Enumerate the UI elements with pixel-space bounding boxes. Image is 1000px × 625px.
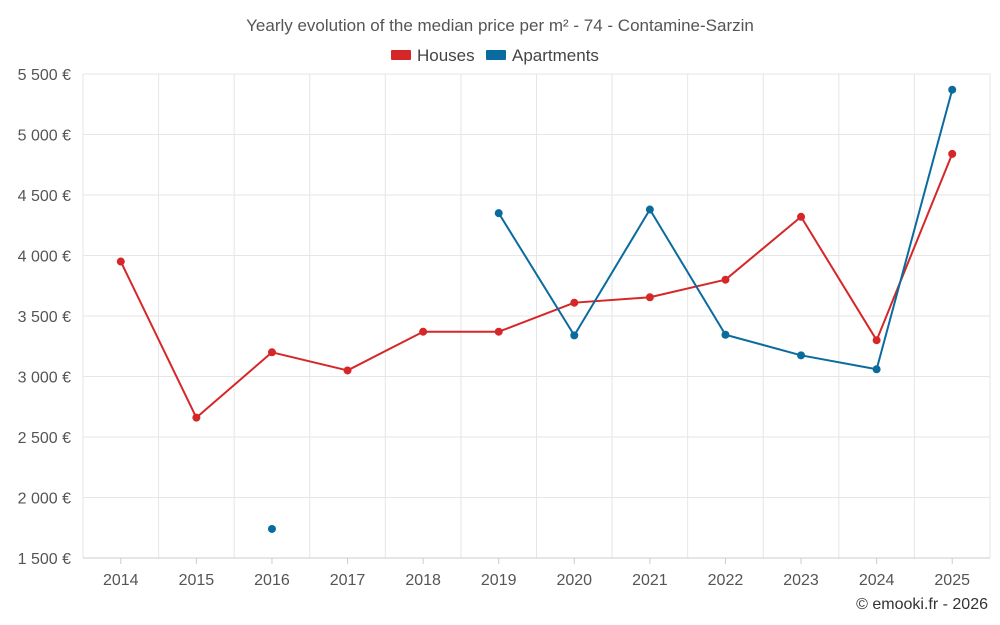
grid (82, 73, 991, 559)
data-point-houses-2014[interactable] (116, 257, 125, 266)
x-tick-label: 2014 (103, 572, 139, 589)
x-tick-label: 2020 (556, 572, 592, 589)
series-line-houses (119, 153, 954, 419)
data-point-apartments-2020[interactable] (570, 331, 579, 340)
legend-swatch-apartments (486, 50, 506, 60)
y-tick-label: 4 500 € (18, 188, 71, 205)
data-point-apartments-2025[interactable] (948, 85, 957, 94)
credit-text: © emooki.fr - 2026 (856, 596, 988, 613)
data-point-apartments-2019[interactable] (494, 209, 503, 218)
series-houses (116, 149, 957, 422)
legend-item-houses[interactable]: Houses (391, 46, 475, 65)
data-point-houses-2015[interactable] (192, 413, 201, 422)
data-point-apartments-2016[interactable] (267, 524, 276, 533)
data-point-houses-2025[interactable] (948, 149, 957, 158)
series-apartments (267, 85, 957, 533)
y-tick-label: 2 500 € (18, 430, 71, 447)
data-point-houses-2020[interactable] (570, 298, 579, 307)
legend-item-apartments[interactable]: Apartments (486, 46, 599, 65)
data-point-houses-2018[interactable] (419, 327, 428, 336)
data-point-houses-2023[interactable] (797, 212, 806, 221)
series-line-apartments (497, 89, 954, 371)
x-tick-label: 2019 (481, 572, 517, 589)
y-tick-label: 3 000 € (18, 370, 71, 387)
x-tick-label: 2016 (254, 572, 290, 589)
legend-label-houses: Houses (417, 46, 475, 65)
y-tick-label: 2 000 € (18, 491, 71, 508)
data-point-houses-2017[interactable] (343, 366, 352, 375)
y-tick-label: 5 000 € (18, 128, 71, 145)
data-point-houses-2022[interactable] (721, 275, 730, 284)
chart-title: Yearly evolution of the median price per… (246, 16, 754, 35)
data-point-houses-2019[interactable] (494, 327, 503, 336)
data-point-apartments-2024[interactable] (872, 365, 881, 374)
data-point-apartments-2023[interactable] (797, 351, 806, 360)
x-tick-label: 2018 (405, 572, 441, 589)
x-tick-label: 2015 (179, 572, 215, 589)
x-tick-label: 2023 (783, 572, 819, 589)
data-point-houses-2024[interactable] (872, 336, 881, 345)
x-tick-label: 2022 (708, 572, 744, 589)
x-tick-label: 2025 (934, 572, 970, 589)
data-point-houses-2021[interactable] (645, 293, 654, 302)
data-point-houses-2016[interactable] (267, 348, 276, 357)
data-point-apartments-2022[interactable] (721, 330, 730, 339)
x-axis: 2014 2015 2016 2017 2018 2019 2020 2021 2022 2023… (83, 557, 990, 589)
y-axis: 1 500 € 2 000 € 2 500 € 3 000 € 3 500 € 4 000… (18, 67, 71, 568)
legend-swatch-houses (391, 50, 411, 60)
y-tick-label: 4 000 € (18, 249, 71, 266)
y-tick-label: 5 500 € (18, 67, 71, 84)
legend: Houses Apartments (391, 46, 599, 65)
x-tick-label: 2021 (632, 572, 668, 589)
legend-label-apartments: Apartments (512, 46, 599, 65)
y-tick-label: 3 500 € (18, 309, 71, 326)
x-tick-label: 2017 (330, 572, 366, 589)
y-tick-label: 1 500 € (18, 551, 71, 568)
data-point-apartments-2021[interactable] (645, 205, 654, 214)
series (116, 85, 957, 533)
x-tick-label: 2024 (859, 572, 895, 589)
